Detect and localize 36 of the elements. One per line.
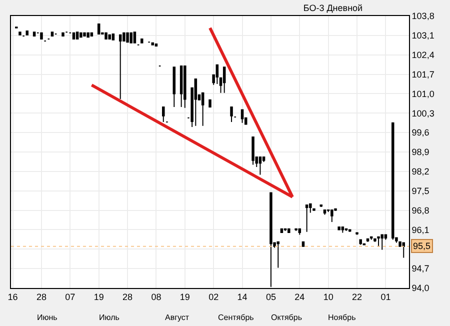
y-tick-label: 99,6 <box>412 128 430 138</box>
y-tick-label: 103,8 <box>412 11 434 22</box>
text: Сентябрь <box>218 313 254 322</box>
text: Июль <box>99 313 120 322</box>
x-tick-label: 10 <box>323 292 334 302</box>
y-tick-label: 94,7 <box>412 264 430 274</box>
x-tick-label: 22 <box>352 292 362 302</box>
y-tick-label: 100,3 <box>412 108 434 118</box>
y-tick-label: 96,8 <box>412 205 430 216</box>
text: Июнь <box>37 313 58 322</box>
x-tick-label: 19 <box>180 292 190 302</box>
text: Октябрь <box>271 313 302 322</box>
y-tick-label: 96,1 <box>412 224 430 235</box>
x-tick-label: 19 <box>94 292 104 302</box>
y-tick-label: 101,0 <box>412 88 434 99</box>
x-tick-label: 07 <box>65 292 76 302</box>
y-tick-label: 101,7 <box>412 69 434 80</box>
y-tick-label: 94,0 <box>412 283 430 294</box>
chart-title: БО-3 Дневной <box>303 3 363 14</box>
text: Ноябрь <box>328 313 356 322</box>
x-tick-label: 28 <box>36 292 46 302</box>
y-tick-label: 98,2 <box>412 166 430 177</box>
x-tick-label: 16 <box>8 292 18 302</box>
text: Август <box>165 313 190 322</box>
y-tick-label: 103,1 <box>412 30 434 41</box>
x-tick-label: 05 <box>266 292 276 302</box>
y-tick-label: 98,9 <box>412 147 430 158</box>
x-tick-label: 08 <box>151 292 162 302</box>
x-tick-label: 02 <box>208 292 219 302</box>
x-tick-label: 24 <box>294 292 305 302</box>
x-tick-label: 28 <box>122 292 133 302</box>
y-tick-label: 97,5 <box>412 186 430 196</box>
x-tick-label: 01 <box>380 292 391 302</box>
ref-line-label: 95,5 <box>413 241 431 251</box>
y-tick-label: 102,4 <box>412 50 434 60</box>
x-tick-label: 14 <box>237 292 248 302</box>
